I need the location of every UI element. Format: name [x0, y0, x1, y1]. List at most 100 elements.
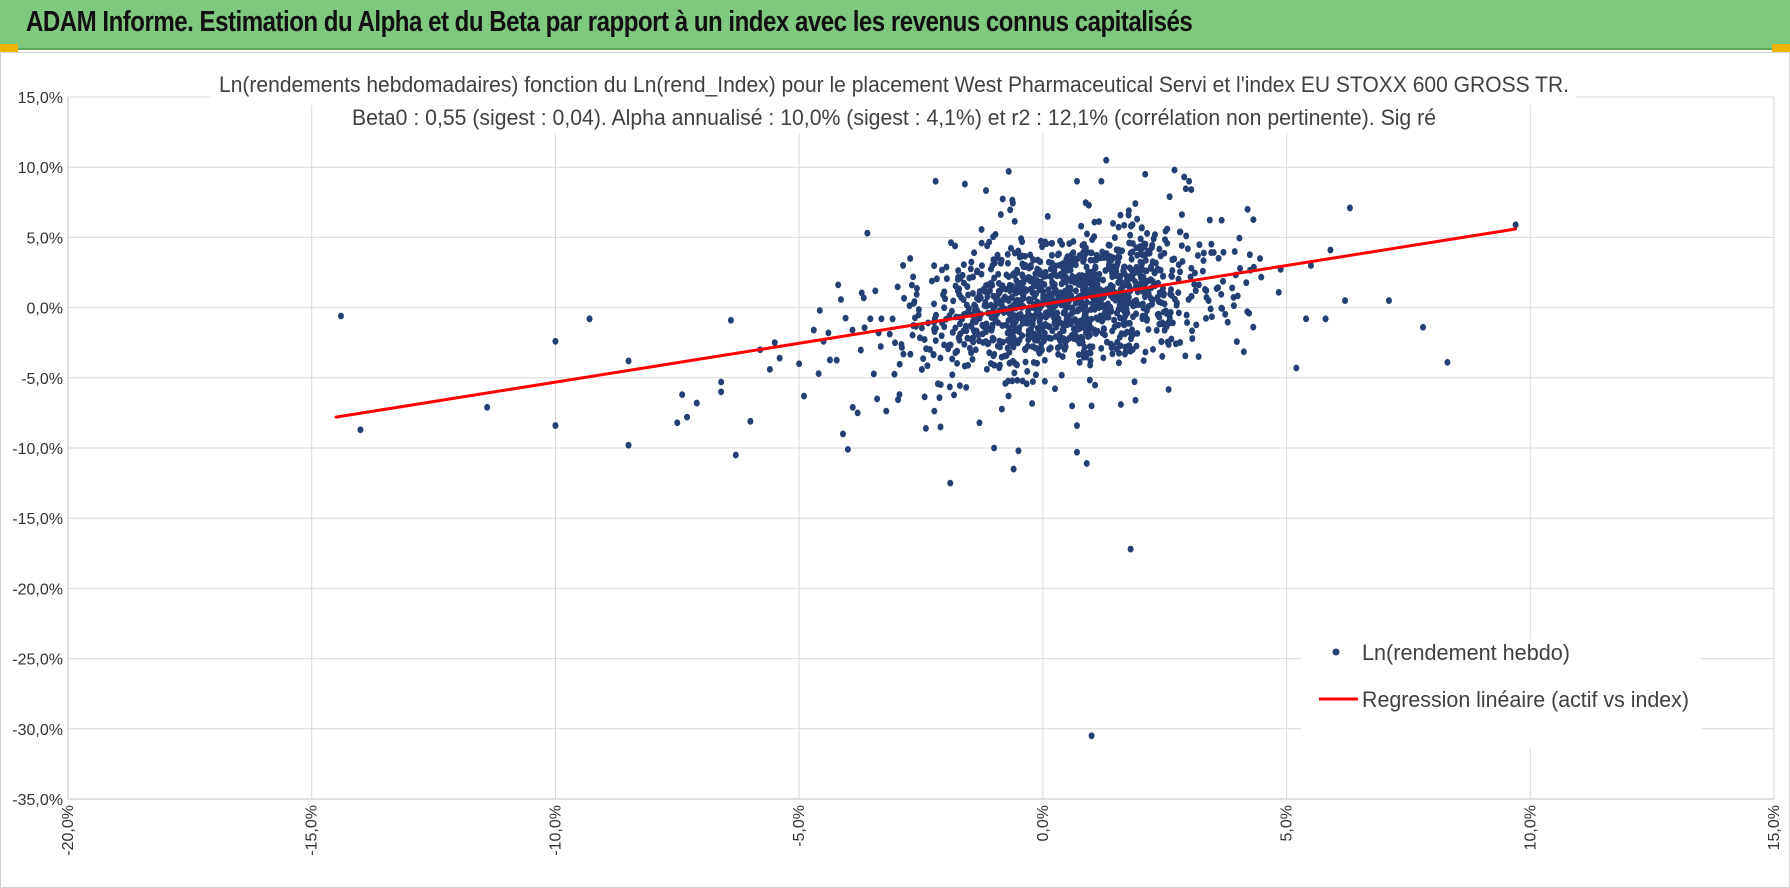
scatter-point — [877, 343, 884, 350]
scatter-point — [982, 338, 989, 345]
scatter-point — [1014, 339, 1021, 347]
scatter-point — [1083, 230, 1090, 238]
scatter-point — [956, 285, 963, 293]
scatter-point — [1039, 325, 1046, 333]
scatter-point — [907, 350, 914, 358]
scatter-point — [1167, 286, 1174, 293]
scatter-point — [1050, 303, 1057, 311]
scatter-point — [1168, 335, 1175, 343]
chart-title-group: Ln(rendements hebdomadaires) fonction du… — [211, 67, 1576, 133]
scatter-point — [1134, 252, 1141, 259]
scatter-point — [891, 370, 898, 378]
scatter-point — [1165, 386, 1172, 393]
scatter-point — [1015, 312, 1022, 320]
x-tick-label: -5,0% — [791, 805, 808, 847]
scatter-point — [1043, 309, 1050, 317]
scatter-point — [1327, 246, 1334, 254]
scatter-point — [1020, 294, 1027, 302]
scatter-point — [1092, 381, 1099, 389]
scatter-point — [1016, 251, 1023, 259]
scatter-point — [988, 301, 995, 309]
scatter-point — [1022, 275, 1029, 283]
scatter-point — [1118, 247, 1125, 255]
scatter-point — [1024, 367, 1031, 375]
scatter-point — [1077, 317, 1084, 325]
scatter-point — [771, 339, 778, 347]
scatter-point — [1145, 302, 1152, 310]
scatter-point — [1149, 296, 1156, 304]
scatter-point — [1075, 281, 1082, 288]
scatter-point — [1144, 230, 1151, 237]
y-tick-label: -20,0% — [12, 581, 63, 598]
scatter-point — [1109, 350, 1116, 358]
scatter-point — [985, 281, 992, 289]
scatter-point — [1030, 256, 1037, 264]
scatter-point — [1014, 376, 1021, 384]
scatter-point — [1082, 199, 1089, 207]
scatter-point — [931, 407, 938, 415]
scatter-point — [1202, 285, 1209, 293]
scatter-point — [1202, 314, 1209, 322]
scatter-point — [1246, 251, 1253, 259]
scatter-point — [969, 355, 976, 363]
scatter-point — [1073, 422, 1080, 429]
scatter-point — [909, 331, 916, 339]
scatter-point — [484, 403, 491, 411]
scatter-point — [1131, 298, 1138, 305]
scatter-point — [718, 388, 725, 396]
scatter-point — [1005, 392, 1012, 400]
scatter-point — [1126, 342, 1133, 350]
scatter-point — [947, 239, 954, 247]
scatter-point — [1066, 287, 1073, 295]
scatter-point — [1138, 224, 1145, 232]
scatter-point — [949, 355, 956, 363]
y-tick-label: 10,0% — [18, 160, 63, 177]
scatter-point — [910, 273, 917, 281]
scatter-point — [968, 349, 975, 357]
scatter-point — [1154, 266, 1161, 274]
scatter-point — [946, 341, 953, 349]
scatter-point — [1027, 318, 1034, 326]
scatter-point — [1098, 344, 1105, 352]
scatter-point — [1027, 251, 1034, 259]
scatter-point — [1041, 377, 1048, 385]
scatter-point — [1121, 221, 1128, 229]
scatter-point — [1080, 353, 1087, 361]
scatter-point — [918, 324, 925, 332]
scatter-point — [946, 383, 953, 391]
scatter-point — [951, 391, 958, 399]
scatter-point — [1117, 211, 1124, 219]
scatter-point — [1086, 322, 1093, 330]
scatter-point — [1156, 245, 1163, 253]
scatter-point — [978, 226, 985, 233]
report-title: ADAM Informe. Estimation du Alpha et du … — [26, 6, 1193, 38]
scatter-point — [964, 361, 971, 369]
scatter-point — [1086, 376, 1093, 384]
scatter-point — [883, 407, 890, 415]
scatter-point — [1229, 284, 1236, 292]
scatter-point — [1058, 319, 1065, 327]
scatter-point — [932, 311, 939, 319]
scatter-point — [1014, 269, 1021, 276]
scatter-point — [1044, 213, 1051, 220]
scatter-point — [968, 258, 975, 266]
scatter-point — [1059, 353, 1066, 360]
scatter-point — [860, 294, 867, 302]
scatter-point — [1111, 234, 1118, 241]
scatter-point — [1137, 235, 1144, 243]
scatter-point — [826, 356, 833, 364]
scatter-point — [971, 249, 978, 257]
scatter-point — [983, 365, 990, 373]
scatter-point — [1234, 292, 1241, 300]
scatter-point — [1224, 318, 1231, 326]
scatter-point — [1069, 273, 1076, 281]
scatter-point — [1143, 250, 1150, 258]
scatter-point — [1199, 267, 1206, 275]
scatter-point — [1203, 294, 1210, 301]
scatter-point — [727, 316, 734, 324]
x-tick-label: -10,0% — [547, 805, 564, 856]
scatter-point — [1141, 293, 1148, 301]
scatter-point — [1219, 305, 1226, 312]
scatter-point — [1243, 279, 1250, 287]
scatter-point — [1092, 330, 1099, 338]
